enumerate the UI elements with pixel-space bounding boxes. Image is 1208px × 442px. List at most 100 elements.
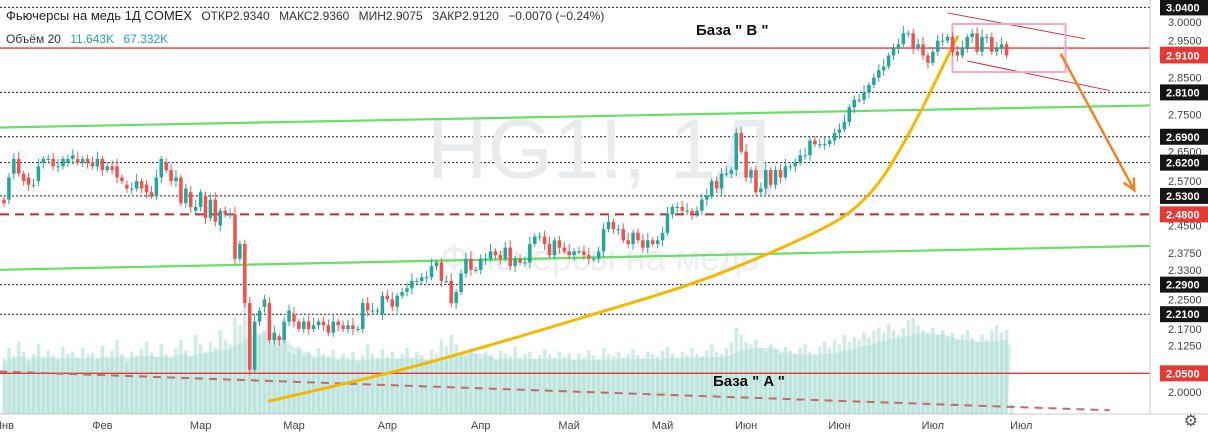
candle-body: [478, 258, 483, 270]
candle-body: [262, 299, 267, 307]
volume-bar: [995, 325, 999, 414]
volume-bar: [213, 348, 218, 414]
volume-bar: [945, 337, 950, 414]
volume-bar: [257, 334, 262, 414]
candle-body: [223, 210, 227, 215]
candles-layer: [2, 25, 1009, 376]
level-price-badge: [1160, 128, 1208, 145]
candle-body: [252, 321, 257, 370]
candle-body: [390, 299, 395, 307]
time-tick-label: Июн: [735, 420, 757, 432]
channel-top: [947, 12, 1086, 40]
candle-body: [896, 44, 901, 49]
price-tick-label: 2.1700: [1168, 324, 1202, 336]
volume-bar: [965, 330, 969, 414]
candle-body: [827, 140, 832, 145]
candle-body: [955, 51, 960, 56]
candle-body: [21, 173, 26, 182]
volume-bar: [621, 357, 625, 414]
volume-bar: [321, 354, 326, 414]
volume-bar: [193, 334, 198, 414]
candle-body: [665, 214, 670, 233]
candle-body: [935, 40, 940, 52]
candle-body: [832, 133, 837, 141]
volume-bar: [675, 357, 680, 414]
volume-bar: [56, 360, 60, 414]
candle-body: [326, 325, 331, 333]
candle-body: [75, 158, 80, 163]
candle-body: [547, 243, 552, 256]
candle-body: [675, 207, 680, 208]
candle-body: [267, 303, 272, 341]
candle-body: [857, 99, 861, 101]
candle-body: [990, 36, 994, 52]
candle-body: [901, 33, 906, 45]
volume-bar: [714, 351, 719, 414]
volume-bar: [523, 354, 527, 414]
candle-body: [822, 144, 827, 146]
candle-body: [744, 151, 748, 178]
volume-bar: [292, 354, 296, 414]
candle-body: [439, 262, 444, 281]
volume-bar: [936, 334, 940, 414]
volume-bar: [434, 354, 439, 414]
gear-icon[interactable]: ⚙: [1183, 413, 1198, 430]
symbol-header: Фьючерсы на медь 1Д COMEX ОТКР2.9340 МАК…: [6, 8, 610, 23]
volume-bar: [449, 334, 453, 414]
volume-bar: [26, 361, 31, 414]
candle-body: [115, 166, 119, 178]
candle-body: [429, 266, 434, 278]
candle-body: [7, 177, 11, 200]
volume-bar: [66, 354, 70, 414]
annotations-layer: База " B " База " A ": [696, 22, 785, 390]
candle-body: [331, 321, 336, 333]
candle-body: [650, 240, 655, 244]
candle-body: [768, 170, 773, 185]
candle-body: [523, 262, 527, 264]
time-tick-label: Июл: [1010, 420, 1032, 432]
volume-bar: [7, 348, 11, 414]
volume-bar: [31, 354, 36, 414]
candle-body: [272, 332, 277, 341]
volume-bar: [115, 339, 119, 414]
candle-body: [783, 166, 788, 178]
volume-bar: [1004, 330, 1009, 414]
volume-bar: [847, 342, 852, 414]
symbol-title[interactable]: Фьючерсы на медь 1Д COMEX: [6, 8, 192, 23]
volume-bar: [596, 358, 601, 414]
candle-body: [788, 166, 793, 168]
volume-bar: [567, 352, 571, 414]
level-price-badge: [1160, 84, 1208, 101]
volume-label[interactable]: Объём 20: [6, 32, 61, 46]
candle-body: [46, 158, 50, 160]
candle-body: [125, 184, 129, 189]
volume-bar: [906, 320, 910, 414]
volume-bar: [778, 354, 783, 414]
candle-body: [365, 303, 370, 311]
volume-ma-value: 67.332K: [123, 32, 169, 46]
volume-bar: [429, 350, 434, 414]
parabolic-trend-curve: [267, 35, 959, 403]
volume-bar: [159, 344, 163, 414]
volume-bar: [90, 352, 95, 414]
candle-body: [321, 321, 326, 326]
candle-body: [375, 310, 380, 312]
volume-bar: [798, 348, 802, 414]
volume-bar: [370, 354, 375, 414]
candle-body: [444, 280, 449, 282]
volume-bar: [631, 349, 635, 414]
volume-bar: [852, 337, 856, 414]
volume-bar: [911, 318, 915, 414]
price-axis: 3.00002.95002.85002.75002.65002.57002.45…: [1149, 0, 1208, 437]
volume-bar: [203, 351, 208, 414]
price-tick-label: 2.0000: [1168, 387, 1202, 399]
candle-body: [100, 158, 105, 171]
volume-bar: [459, 351, 463, 414]
volume-bar: [311, 358, 316, 414]
volume-bar: [552, 357, 557, 414]
volume-bar: [385, 356, 390, 414]
candle-body: [208, 199, 213, 219]
candle-body: [2, 199, 6, 204]
